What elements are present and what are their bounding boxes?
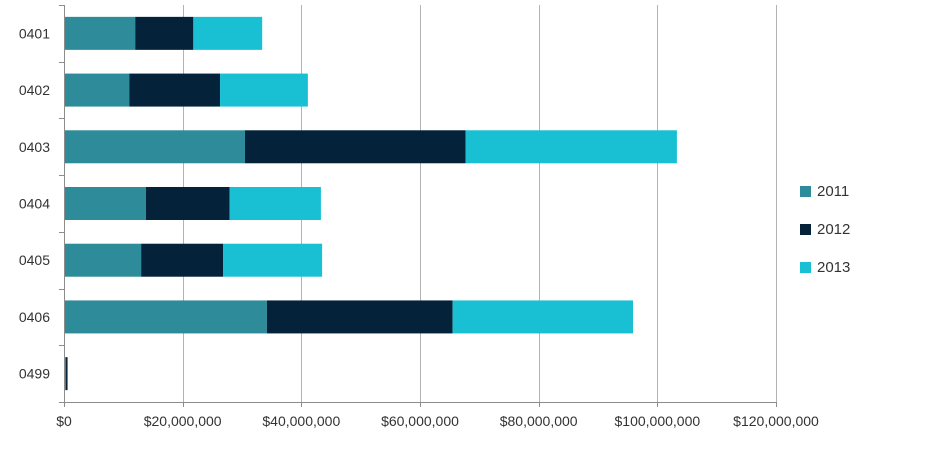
bar-0401-2011 [64, 16, 136, 50]
legend-swatch [800, 223, 811, 235]
x-tick-label: $20,000,000 [144, 413, 222, 429]
bar-0403-2011 [64, 130, 245, 164]
category-label: 0406 [19, 309, 50, 325]
bar-0402-2012 [129, 73, 221, 107]
category-label: 0404 [19, 196, 50, 212]
bar-0403-2013 [465, 130, 677, 164]
x-tick-label: $80,000,000 [500, 413, 578, 429]
bar-0402-2013 [220, 73, 308, 107]
category-labels: 0401 0402 0403 0404 0405 0406 0499 [19, 25, 50, 381]
bar-0499-2012 [65, 357, 68, 391]
bar-0401-2012 [135, 16, 194, 50]
x-tick-label: $40,000,000 [262, 413, 340, 429]
legend-swatch [800, 261, 811, 273]
category-label: 0405 [19, 252, 50, 268]
bar-0405-2013 [223, 243, 323, 277]
legend-item-2012: 2012 [800, 210, 850, 248]
legend-label: 2011 [817, 182, 850, 200]
bars [64, 16, 677, 391]
bar-0401-2013 [193, 16, 263, 50]
x-tick-label: $120,000,000 [733, 413, 819, 429]
bar-0405-2012 [141, 243, 224, 277]
x-tick-label: $0 [56, 413, 72, 429]
gridlines [183, 5, 777, 402]
legend-label: 2013 [817, 258, 851, 276]
category-label: 0401 [19, 25, 50, 41]
legend: 2011 2012 2013 [800, 172, 850, 286]
legend-swatch [800, 185, 811, 197]
bar-0406-2011 [64, 300, 267, 334]
x-tick-label: $60,000,000 [381, 413, 459, 429]
x-tick-labels: $0 $20,000,000 $40,000,000 $60,000,000 $80,0… [56, 413, 819, 429]
legend-label: 2012 [817, 220, 851, 238]
category-label: 0499 [19, 366, 50, 382]
bar-0404-2012 [145, 187, 230, 220]
legend-item-2013: 2013 [800, 248, 850, 286]
bar-0404-2011 [64, 187, 146, 220]
category-label: 0402 [19, 82, 50, 98]
bar-0403-2012 [244, 130, 466, 164]
bar-0404-2013 [229, 187, 321, 220]
x-tick-label: $100,000,000 [615, 413, 701, 429]
legend-item-2011: 2011 [800, 172, 850, 210]
bar-0402-2011 [64, 73, 130, 107]
bar-0405-2011 [64, 243, 142, 277]
bar-0406-2013 [452, 300, 634, 334]
category-label: 0403 [19, 139, 50, 155]
bar-0406-2012 [266, 300, 453, 334]
axes [59, 5, 777, 407]
